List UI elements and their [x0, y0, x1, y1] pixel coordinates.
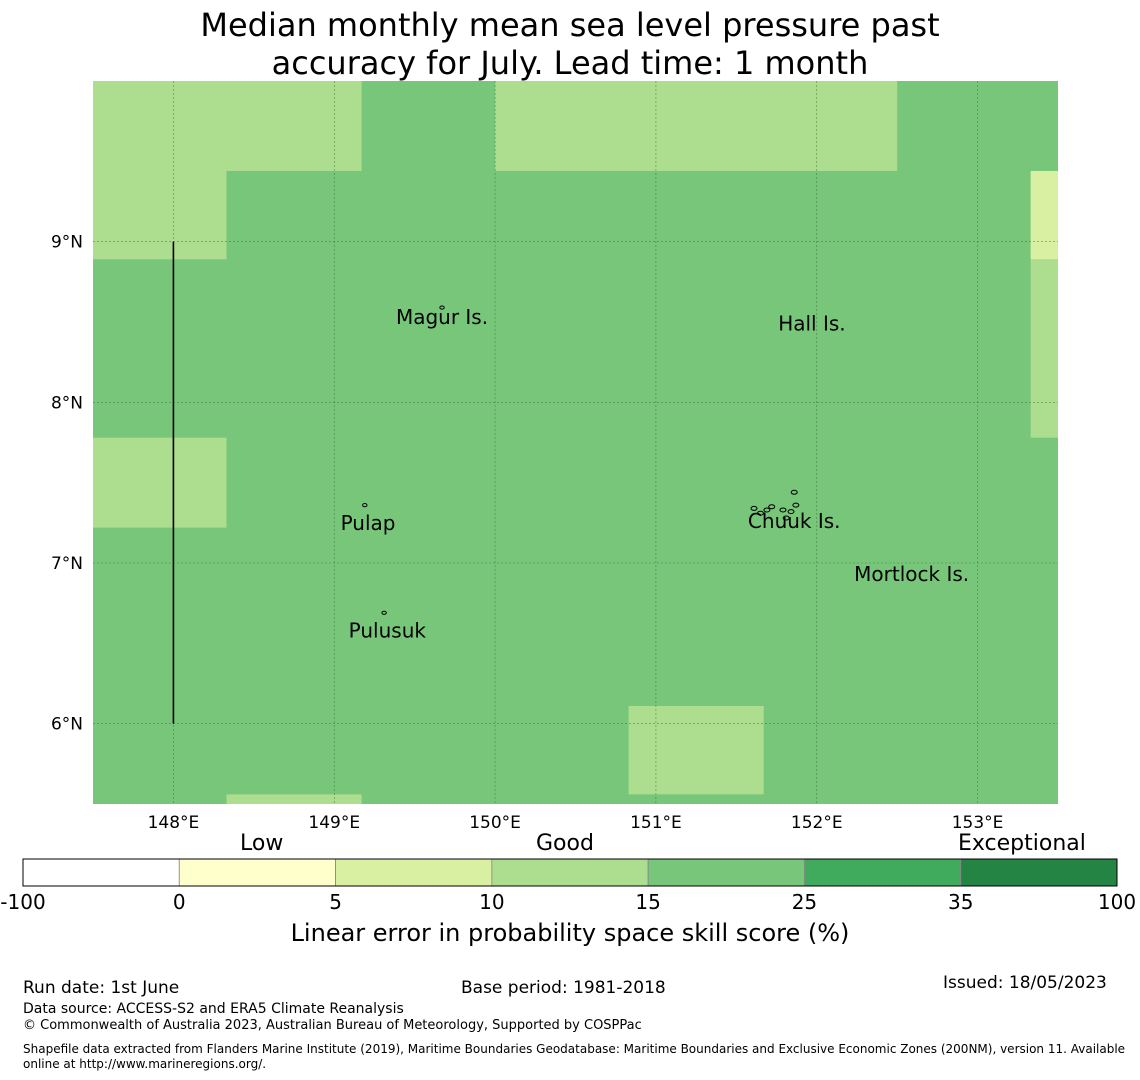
chuuk-islet-outline — [787, 509, 795, 515]
data-source: Data source: ACCESS-S2 and ERA5 Climate … — [23, 1001, 404, 1017]
base-period: Base period: 1981-2018 — [461, 978, 666, 998]
title-line-2: accuracy for July. Lead time: 1 month — [271, 44, 869, 82]
colorbar-bin — [491, 858, 649, 887]
lon-tick-label: 152°E — [791, 813, 843, 830]
colorbar-tick-label: 25 — [791, 890, 818, 914]
chuuk-islet-outline — [750, 505, 758, 511]
colorbar-category-good: Good — [536, 831, 594, 856]
colorbar-tick-label: 35 — [947, 890, 974, 914]
place-label: Magur Is. — [396, 305, 488, 329]
chuuk-islet-outline — [756, 510, 764, 516]
shapefile-credit-line-2: online at http://www.marineregions.org/. — [23, 1057, 267, 1071]
colorbar-category-exceptional: Exceptional — [958, 831, 1086, 856]
skill-cell — [226, 794, 362, 804]
colorbar-bin — [647, 858, 805, 887]
skill-cell — [93, 437, 227, 528]
title-line-1: Median monthly mean sea level pressure p… — [200, 6, 940, 44]
colorbar-tick-label: 15 — [635, 890, 661, 914]
place-label: Chuuk Is. — [748, 509, 841, 533]
colorbar-frame — [22, 858, 1118, 887]
skill-cell — [1030, 259, 1058, 438]
colorbar-bin — [960, 858, 1118, 887]
skill-cell — [1030, 170, 1058, 260]
lon-tick-label: 150°E — [469, 813, 521, 830]
chuuk-islet-outline — [768, 504, 776, 510]
colorbar-tick-label: 0 — [172, 890, 186, 914]
colorbar-bin — [178, 858, 336, 887]
chuuk-islet-outline — [790, 489, 798, 495]
run-date: Run date: 1st June — [23, 978, 180, 998]
colorbar-tick-label: 5 — [329, 890, 342, 914]
colorbar — [22, 858, 1118, 887]
colorbar-label: Linear error in probability space skill … — [290, 919, 850, 947]
lon-tick-label: 149°E — [308, 813, 360, 830]
lat-tick-label: 7°N — [51, 554, 83, 574]
skill-map: Magur Is. Hall Is. Pulap Chuuk Is. Mortlock … — [51, 81, 1058, 830]
island-outline — [381, 610, 387, 615]
colorbar-tick-label: 100 — [1097, 890, 1137, 914]
skill-cell — [628, 705, 764, 795]
chuuk-islet-outline — [792, 502, 800, 508]
place-label: Hall Is. — [778, 312, 845, 336]
chuuk-islet-outline — [782, 515, 790, 521]
island-outline — [439, 305, 445, 310]
island-outline — [362, 503, 368, 508]
place-label: Pulusuk — [349, 618, 427, 642]
colorbar-tick-label: -100 — [0, 890, 46, 914]
colorbar-bin — [804, 858, 962, 887]
map-background-field — [93, 81, 1058, 804]
lat-tick-label: 9°N — [51, 233, 83, 253]
issued-date: Issued: 18/05/2023 — [943, 973, 1107, 993]
lat-tick-label: 6°N — [51, 715, 83, 735]
chuuk-islet-outline — [779, 507, 787, 513]
colorbar-bin — [335, 858, 493, 887]
lon-tick-label: 148°E — [148, 813, 200, 830]
chuuk-islet-outline — [763, 507, 771, 513]
skill-cell — [495, 81, 898, 171]
lon-tick-label: 151°E — [630, 813, 682, 830]
colorbar-category-low: Low — [240, 831, 284, 856]
place-label: Mortlock Is. — [854, 562, 969, 586]
colorbar-bin — [22, 858, 180, 887]
shapefile-credit-line-1: Shapefile data extracted from Flanders M… — [23, 1042, 1126, 1056]
lon-tick-label: 153°E — [952, 813, 1004, 830]
place-label: Pulap — [341, 511, 396, 535]
map-title: Median monthly mean sea level pressure p… — [0, 6, 1140, 82]
copyright: © Commonwealth of Australia 2023, Austra… — [23, 1018, 642, 1033]
skill-cell — [93, 81, 227, 260]
lat-tick-label: 8°N — [51, 393, 83, 413]
skill-cell — [226, 81, 362, 171]
colorbar-tick-label: 10 — [479, 890, 505, 914]
